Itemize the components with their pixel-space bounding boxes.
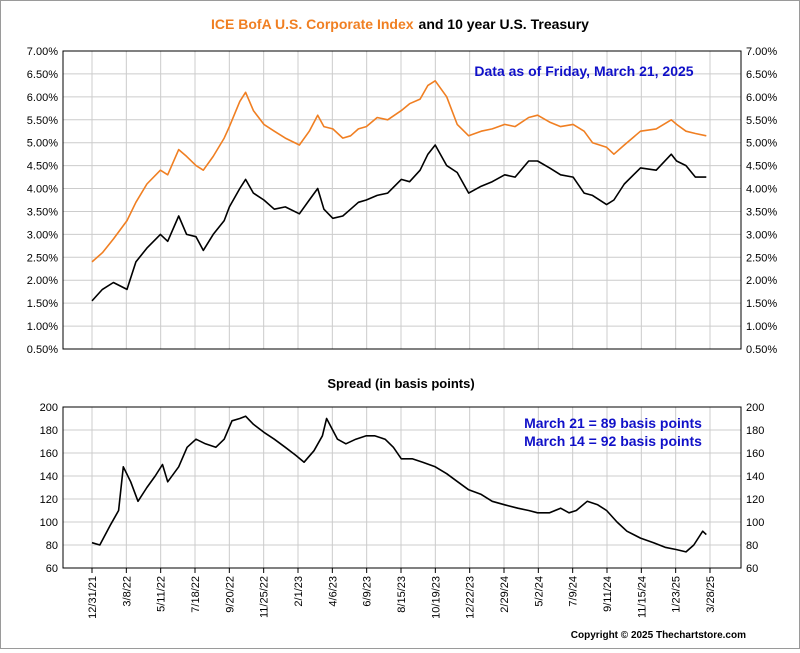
x-tick-label: 1/23/25: [671, 576, 683, 613]
top-y-tick-right: 2.00%: [746, 275, 777, 287]
top-y-tick-right: 4.00%: [746, 184, 777, 196]
x-tick-label: 3/8/22: [121, 576, 133, 607]
bottom-y-tick-right: 200: [746, 402, 764, 414]
top-y-tick-left: 3.50%: [27, 206, 58, 218]
x-tick-label: 5/2/24: [533, 576, 545, 607]
bottom-y-axis: 60 60 80 80 100 100 120 120 140 140 160 160 180 180 20…: [40, 402, 765, 575]
top-y-tick-right: 6.00%: [746, 92, 777, 104]
bottom-series-lines: [91, 415, 707, 553]
x-tick-label: 2/29/24: [499, 576, 511, 613]
bottom-y-tick-right: 80: [746, 540, 758, 552]
top-y-tick-left: 1.00%: [27, 321, 58, 333]
x-tick-label: 10/19/23: [430, 576, 442, 619]
top-y-tick-right: 6.50%: [746, 69, 777, 81]
bottom-y-tick-left: 80: [46, 540, 58, 552]
top-plot-area: [62, 50, 742, 350]
corporate-index-line: [91, 80, 707, 263]
x-tick-label: 12/31/21: [87, 576, 99, 619]
x-tick-label: 6/9/23: [362, 576, 374, 607]
top-y-tick-right: 3.00%: [746, 229, 777, 241]
bottom-plot-area: [62, 406, 742, 569]
top-y-tick-left: 1.50%: [27, 298, 58, 310]
top-y-tick-right: 1.00%: [746, 321, 777, 333]
top-series-lines: [91, 80, 707, 302]
bottom-y-tick-right: 100: [746, 517, 764, 529]
top-y-axis: 0.50% 0.50% 1.00% 1.00% 1.50% 1.50% 2.00% 2.00%…: [27, 46, 778, 356]
top-y-tick-right: 5.00%: [746, 138, 777, 150]
top-y-tick-right: 1.50%: [746, 298, 777, 310]
x-tick-label: 9/11/24: [602, 576, 614, 612]
x-tick-label: 2/1/23: [293, 576, 305, 607]
top-y-tick-right: 7.00%: [746, 46, 777, 58]
bottom-y-tick-left: 160: [40, 448, 58, 460]
chart-title: ICE BofA U.S. Corporate Index and 10 year…: [211, 16, 589, 32]
bottom-y-tick-left: 120: [40, 494, 58, 506]
treasury-10y-line: [91, 144, 707, 302]
top-y-tick-right: 5.50%: [746, 115, 777, 127]
top-annotation: Data as of Friday, March 21, 2025: [474, 63, 693, 79]
bottom-y-tick-right: 160: [746, 448, 764, 460]
x-tick-label: 5/11/22: [156, 576, 168, 612]
bottom-y-tick-left: 200: [40, 402, 58, 414]
top-y-tick-left: 6.50%: [27, 69, 58, 81]
bottom-y-tick-left: 180: [40, 425, 58, 437]
bottom-y-tick-right: 180: [746, 425, 764, 437]
x-tick-label: 11/25/22: [259, 576, 271, 618]
bottom-y-tick-right: 120: [746, 494, 764, 506]
top-y-tick-left: 4.50%: [27, 161, 58, 173]
chart-title-corporate: ICE BofA U.S. Corporate Index: [211, 16, 414, 32]
copyright-text: Copyright © 2025 Thechartstore.com: [571, 630, 746, 641]
spread-annotation-line2: March 14 = 92 basis points: [524, 433, 702, 449]
top-y-tick-left: 0.50%: [27, 344, 58, 356]
top-y-tick-left: 4.00%: [27, 184, 58, 196]
x-tick-label: 9/20/22: [224, 576, 236, 613]
top-y-tick-left: 5.00%: [27, 138, 58, 150]
top-y-tick-right: 3.50%: [746, 206, 777, 218]
bottom-y-tick-right: 140: [746, 471, 764, 483]
top-y-tick-left: 2.00%: [27, 275, 58, 287]
x-tick-label: 3/28/25: [705, 576, 717, 613]
x-tick-label: 7/9/24: [568, 576, 580, 607]
bottom-y-tick-right: 60: [746, 563, 758, 575]
spread-title: Spread (in basis points): [327, 376, 474, 391]
top-y-tick-left: 2.50%: [27, 252, 58, 264]
bottom-grid: [63, 406, 741, 569]
top-y-tick-right: 4.50%: [746, 161, 777, 173]
x-tick-label: 7/18/22: [190, 576, 202, 613]
top-y-tick-left: 3.00%: [27, 229, 58, 241]
top-y-tick-right: 2.50%: [746, 252, 777, 264]
chart-title-treasury: and 10 year U.S. Treasury: [419, 16, 590, 32]
spread-annotation-line1: March 21 = 89 basis points: [524, 415, 702, 431]
top-y-tick-left: 7.00%: [27, 46, 58, 58]
top-y-tick-left: 5.50%: [27, 115, 58, 127]
spread-line: [91, 415, 707, 553]
x-axis-labels: 12/31/21 3/8/22 5/11/22 7/18/22 9/20/22 11/25…: [87, 568, 717, 619]
x-tick-label: 12/22/23: [465, 576, 477, 619]
bottom-y-tick-left: 140: [40, 471, 58, 483]
top-y-tick-right: 0.50%: [746, 344, 777, 356]
bottom-y-tick-left: 100: [40, 517, 58, 529]
x-tick-label: 11/15/24: [636, 576, 648, 618]
top-grid: [63, 50, 741, 350]
x-tick-label: 4/6/23: [327, 576, 339, 607]
bottom-y-tick-left: 60: [46, 563, 58, 575]
x-tick-label: 8/15/23: [396, 576, 408, 613]
top-y-tick-left: 6.00%: [27, 92, 58, 104]
